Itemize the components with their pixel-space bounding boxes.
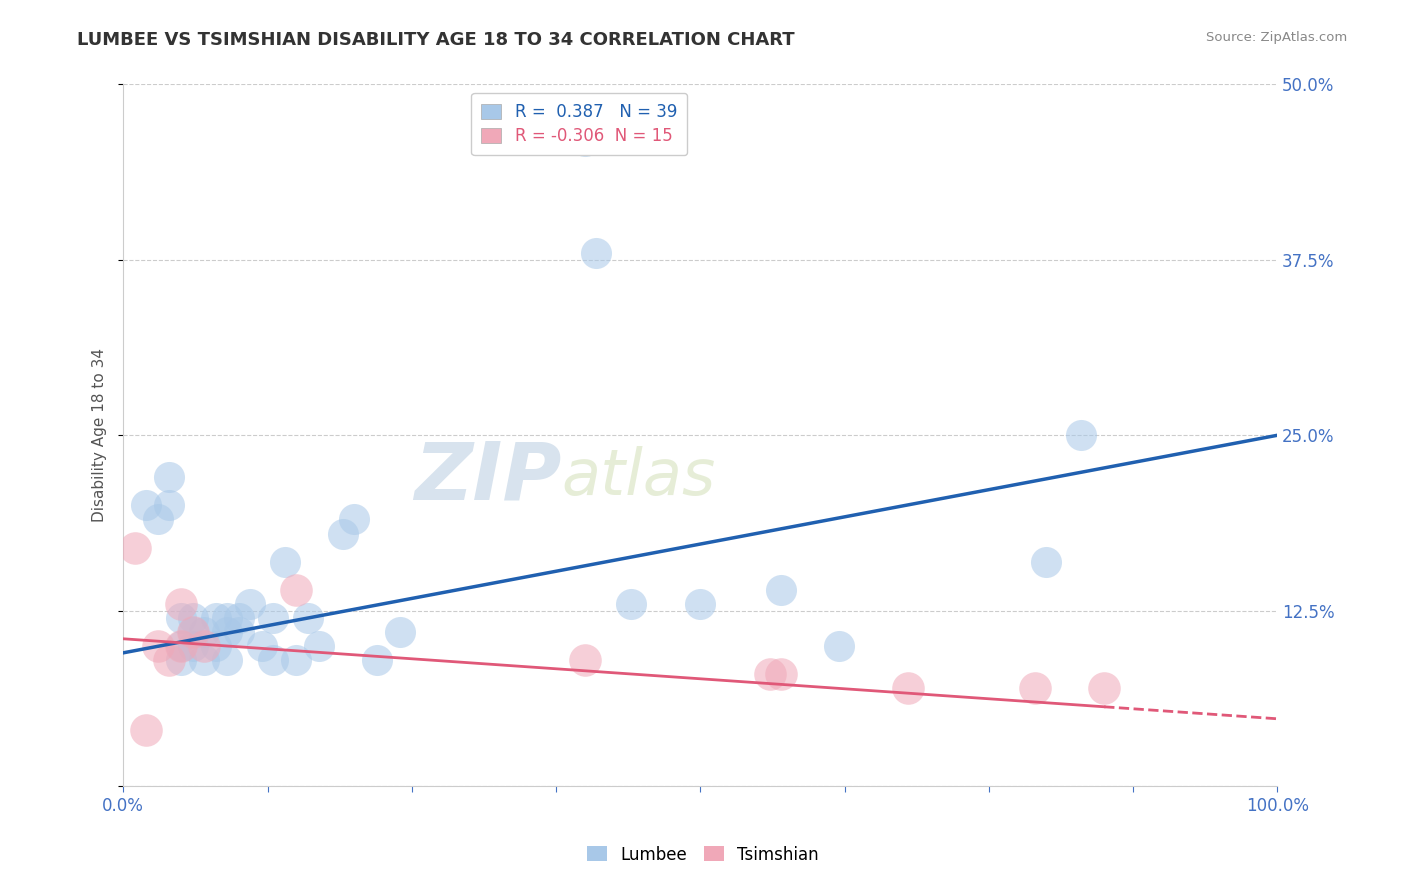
Point bbox=[1024, 681, 1046, 695]
Legend: Lumbee, Tsimshian: Lumbee, Tsimshian bbox=[581, 839, 825, 871]
Point bbox=[217, 653, 239, 667]
Point bbox=[285, 653, 308, 667]
Point bbox=[239, 597, 262, 611]
Point bbox=[1070, 428, 1092, 442]
Point bbox=[297, 611, 319, 625]
Point bbox=[366, 653, 388, 667]
Point bbox=[343, 512, 366, 526]
Point bbox=[159, 499, 181, 513]
Point bbox=[574, 134, 596, 148]
Legend: R =  0.387   N = 39, R = -0.306  N = 15: R = 0.387 N = 39, R = -0.306 N = 15 bbox=[471, 93, 688, 155]
Point bbox=[170, 653, 193, 667]
Point bbox=[828, 639, 851, 653]
Point bbox=[170, 611, 193, 625]
Point bbox=[146, 639, 169, 653]
Point bbox=[389, 624, 412, 639]
Point bbox=[170, 639, 193, 653]
Point bbox=[181, 639, 204, 653]
Point bbox=[228, 611, 250, 625]
Point bbox=[228, 624, 250, 639]
Point bbox=[332, 526, 354, 541]
Point bbox=[308, 639, 330, 653]
Point bbox=[274, 555, 297, 569]
Point bbox=[1035, 555, 1057, 569]
Point bbox=[193, 624, 215, 639]
Point bbox=[135, 499, 157, 513]
Text: Source: ZipAtlas.com: Source: ZipAtlas.com bbox=[1206, 31, 1347, 45]
Point bbox=[181, 611, 204, 625]
Point bbox=[574, 653, 596, 667]
Point bbox=[159, 653, 181, 667]
Point bbox=[217, 611, 239, 625]
Point bbox=[170, 597, 193, 611]
Point bbox=[770, 666, 793, 681]
Text: atlas: atlas bbox=[562, 446, 716, 508]
Point bbox=[262, 611, 284, 625]
Point bbox=[620, 597, 643, 611]
Point bbox=[181, 624, 204, 639]
Point bbox=[204, 611, 226, 625]
Point bbox=[250, 639, 273, 653]
Point bbox=[193, 653, 215, 667]
Point bbox=[204, 639, 226, 653]
Point bbox=[146, 512, 169, 526]
Point bbox=[285, 582, 308, 597]
Point bbox=[181, 624, 204, 639]
Point bbox=[1092, 681, 1115, 695]
Point bbox=[193, 639, 215, 653]
Point bbox=[897, 681, 920, 695]
Point bbox=[585, 245, 607, 260]
Text: LUMBEE VS TSIMSHIAN DISABILITY AGE 18 TO 34 CORRELATION CHART: LUMBEE VS TSIMSHIAN DISABILITY AGE 18 TO… bbox=[77, 31, 794, 49]
Point bbox=[217, 624, 239, 639]
Point bbox=[135, 723, 157, 737]
Point bbox=[159, 470, 181, 484]
Point bbox=[689, 597, 711, 611]
Point bbox=[170, 639, 193, 653]
Text: ZIP: ZIP bbox=[415, 438, 562, 516]
Point bbox=[124, 541, 146, 555]
Y-axis label: Disability Age 18 to 34: Disability Age 18 to 34 bbox=[93, 348, 107, 523]
Point bbox=[262, 653, 284, 667]
Point bbox=[758, 666, 780, 681]
Point bbox=[770, 582, 793, 597]
